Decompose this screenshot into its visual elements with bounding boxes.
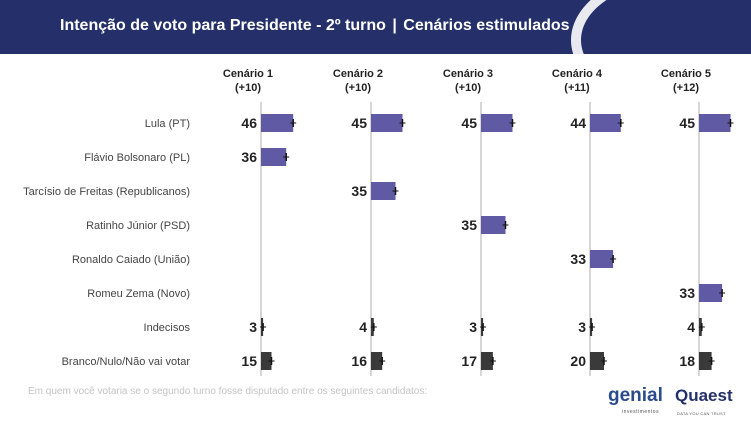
row-label: Lula (PT) bbox=[145, 118, 190, 130]
row-label: Ronaldo Caiado (União) bbox=[72, 254, 190, 266]
chart-title: Intenção de voto para Presidente - 2º tu… bbox=[60, 17, 570, 35]
data-bar bbox=[590, 114, 621, 132]
title-sub: Cenários estimulados bbox=[403, 17, 570, 34]
scenario-lead: (+11) bbox=[564, 82, 590, 94]
footnote: Em quem você votaria se o segundo turno … bbox=[28, 386, 428, 397]
data-bar bbox=[590, 352, 604, 370]
value-label: 44 bbox=[570, 115, 586, 131]
scenario-header: Cenário 5 bbox=[661, 68, 711, 80]
scenario-lead: (+10) bbox=[455, 82, 481, 94]
row-label: Romeu Zema (Novo) bbox=[87, 288, 190, 300]
value-label: 35 bbox=[461, 217, 477, 233]
value-label: 46 bbox=[241, 115, 257, 131]
scenario-lead: (+10) bbox=[235, 82, 261, 94]
value-label: 33 bbox=[679, 285, 695, 301]
value-label: 18 bbox=[679, 353, 695, 369]
data-bar bbox=[371, 182, 396, 200]
row-label: Ratinho Júnior (PSD) bbox=[86, 220, 190, 232]
value-label: 36 bbox=[241, 149, 257, 165]
scenario-header: Cenário 4 bbox=[552, 68, 603, 80]
quaest-logo-text: Quaest bbox=[675, 386, 733, 405]
genial-logo-text: genial bbox=[608, 385, 663, 406]
value-label: 3 bbox=[469, 319, 477, 335]
data-bar bbox=[371, 114, 403, 132]
row-label: Indecisos bbox=[144, 322, 191, 334]
data-bar bbox=[699, 284, 723, 302]
data-bar bbox=[261, 114, 294, 132]
scenario-bar-chart: Lula (PT) Flávio Bolsonaro (PL) Tarcísio d… bbox=[23, 68, 734, 376]
value-label: 3 bbox=[578, 319, 586, 335]
data-bar bbox=[481, 216, 506, 234]
value-label: 45 bbox=[461, 115, 477, 131]
scenario-header: Cenário 2 bbox=[333, 68, 383, 80]
value-label: 33 bbox=[570, 251, 586, 267]
quaest-logo: Quaest DATA YOU CAN TRUST bbox=[675, 386, 733, 416]
title-separator: | bbox=[392, 17, 397, 34]
value-label: 45 bbox=[351, 115, 367, 131]
value-label: 3 bbox=[249, 319, 257, 335]
row-label: Branco/Nulo/Não vai votar bbox=[62, 356, 191, 368]
value-label: 45 bbox=[679, 115, 695, 131]
scenario-lead: (+12) bbox=[673, 82, 699, 94]
value-label: 20 bbox=[570, 353, 586, 369]
scenario-header: Cenário 1 bbox=[223, 68, 273, 80]
genial-logo: genial investimentos bbox=[608, 385, 663, 415]
data-bar bbox=[699, 114, 731, 132]
data-bar bbox=[261, 148, 287, 166]
value-label: 16 bbox=[351, 353, 367, 369]
row-label: Flávio Bolsonaro (PL) bbox=[84, 152, 190, 164]
data-bar bbox=[590, 250, 614, 268]
value-label: 15 bbox=[241, 353, 257, 369]
scenario-header: Cenário 3 bbox=[443, 68, 493, 80]
value-label: 35 bbox=[351, 183, 367, 199]
row-label: Tarcísio de Freitas (Republicanos) bbox=[23, 186, 190, 198]
value-label: 4 bbox=[687, 319, 695, 335]
data-bar bbox=[699, 352, 712, 370]
data-bar bbox=[261, 352, 272, 370]
header-banner: Intenção de voto para Presidente - 2º tu… bbox=[0, 0, 751, 54]
value-label: 4 bbox=[359, 319, 367, 335]
quaest-logo-subtext: DATA YOU CAN TRUST bbox=[677, 411, 726, 416]
title-main: Intenção de voto para Presidente - 2º tu… bbox=[60, 17, 386, 34]
scenario-lead: (+10) bbox=[345, 82, 371, 94]
genial-logo-subtext: investimentos bbox=[622, 409, 660, 415]
header-decoration bbox=[571, 0, 751, 54]
data-bar bbox=[481, 352, 493, 370]
data-bar bbox=[371, 352, 383, 370]
value-label: 17 bbox=[461, 353, 477, 369]
data-bar bbox=[481, 114, 513, 132]
